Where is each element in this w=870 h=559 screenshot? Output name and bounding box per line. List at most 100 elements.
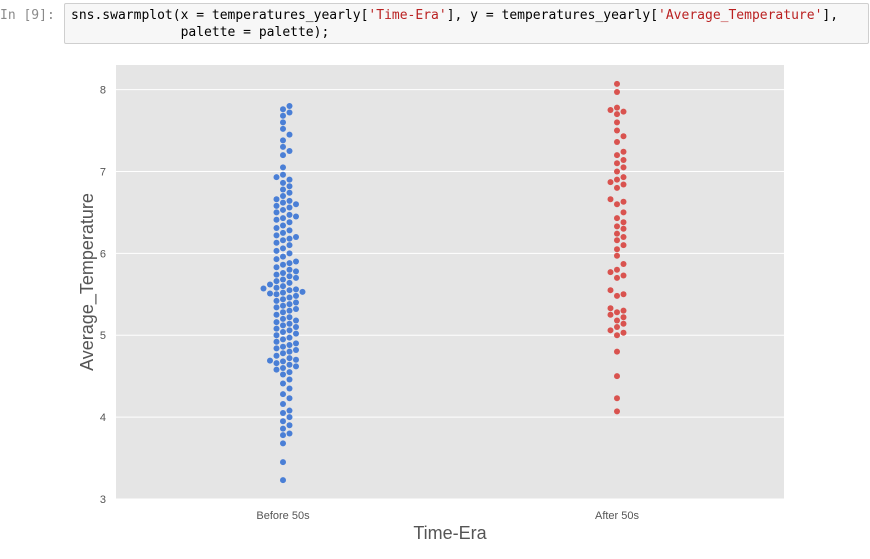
swarm-point: [293, 346, 299, 353]
swarm-point: [614, 168, 620, 175]
swarm-point: [280, 186, 286, 193]
swarm-point: [620, 108, 627, 115]
swarm-point: [280, 380, 286, 387]
swarm-point: [614, 184, 620, 191]
swarm-point: [614, 152, 620, 159]
swarm-point: [607, 269, 614, 276]
swarm-point: [280, 199, 286, 206]
swarm-point: [280, 364, 286, 371]
code-string: 'Time-Era': [368, 8, 447, 23]
y-tick-label: 4: [100, 412, 106, 424]
swarm-point: [293, 258, 299, 265]
swarm-plot: 3 4 5 6 7 8 Before 50s After 50s Time-Era Aver…: [0, 50, 870, 555]
swarm-point: [293, 201, 299, 208]
swarm-point: [614, 237, 620, 244]
swarm-point: [280, 432, 286, 439]
swarm-point: [607, 107, 614, 114]
swarm-point: [280, 425, 286, 432]
swarm-point: [293, 274, 299, 281]
swarm-point: [273, 319, 280, 326]
swarm-point: [260, 285, 267, 292]
swarm-point: [614, 176, 620, 183]
chart-svg: 3 4 5 6 7 8 Before 50s After 50s Time-Era Aver…: [77, 65, 784, 543]
swarm-point: [273, 224, 280, 231]
swarm-point: [286, 376, 293, 383]
swarm-point: [273, 311, 280, 318]
swarm-point: [273, 271, 280, 278]
swarm-point: [614, 408, 620, 415]
swarm-point: [273, 196, 280, 203]
swarm-point: [280, 283, 286, 290]
swarm-point: [286, 197, 293, 204]
swarm-point: [614, 348, 620, 355]
swarm-point: [286, 211, 293, 218]
swarm-point: [280, 391, 286, 398]
swarm-point: [273, 360, 280, 367]
swarm-point: [614, 317, 620, 324]
swarm-point: [280, 418, 286, 425]
swarm-point: [620, 133, 627, 140]
swarm-point: [286, 183, 293, 190]
swarm-point: [280, 343, 286, 350]
swarm-point: [280, 229, 286, 236]
swarm-point: [620, 156, 627, 163]
swarm-point: [286, 147, 293, 154]
swarm-point: [293, 292, 299, 299]
swarm-point: [280, 322, 286, 329]
swarm-point: [273, 297, 280, 304]
swarm-point: [286, 131, 293, 138]
swarm-point: [620, 233, 627, 240]
swarm-point: [293, 317, 299, 324]
swarm-point: [607, 311, 614, 318]
swarm-point: [620, 164, 627, 171]
swarm-point: [286, 422, 293, 429]
swarm-point: [273, 239, 280, 246]
swarm-point: [286, 287, 293, 294]
swarm-point: [293, 233, 299, 240]
code-input[interactable]: sns.swarmplot(x = temperatures_yearly['T…: [64, 3, 869, 44]
swarm-point: [286, 348, 293, 355]
swarm-point: [607, 287, 614, 294]
swarm-point: [273, 304, 280, 311]
swarm-point: [280, 315, 286, 322]
swarm-point: [273, 174, 280, 181]
y-tick-label: 7: [100, 166, 106, 178]
swarm-point: [620, 148, 627, 155]
swarm-point: [280, 477, 286, 484]
swarm-point: [614, 223, 620, 230]
swarm-point: [286, 327, 293, 334]
swarm-point: [614, 395, 620, 402]
swarm-point: [293, 340, 299, 347]
cell-prompt: In [9]:: [0, 8, 55, 23]
swarm-point: [293, 356, 299, 363]
swarm-point: [280, 119, 286, 126]
swarm-point: [620, 291, 627, 298]
swarm-point: [607, 179, 614, 186]
swarm-point: [286, 334, 293, 341]
swarm-point: [280, 171, 286, 178]
swarm-point: [286, 102, 293, 109]
swarm-point: [286, 314, 293, 321]
x-tick-label: Before 50s: [256, 510, 310, 522]
swarm-point: [620, 272, 627, 279]
code-text: ], y = temperatures_yearly[: [446, 8, 659, 23]
swarm-point: [273, 345, 280, 352]
y-tick-label: 5: [100, 330, 106, 342]
swarm-point: [620, 174, 627, 181]
swarm-point: [273, 278, 280, 285]
code-text: sns.swarmplot(x = temperatures_yearly[: [71, 8, 369, 23]
swarm-point: [280, 358, 286, 365]
swarm-point: [620, 242, 627, 249]
swarm-point: [280, 269, 286, 276]
swarm-point: [273, 256, 280, 263]
swarm-point: [280, 206, 286, 213]
swarm-point: [614, 160, 620, 167]
swarm-point: [286, 266, 293, 273]
swarm-point: [280, 245, 286, 252]
swarm-point: [293, 213, 299, 220]
swarm-point: [293, 324, 299, 331]
swarm-point: [280, 193, 286, 200]
swarm-point: [273, 209, 280, 216]
swarm-point: [614, 292, 620, 299]
